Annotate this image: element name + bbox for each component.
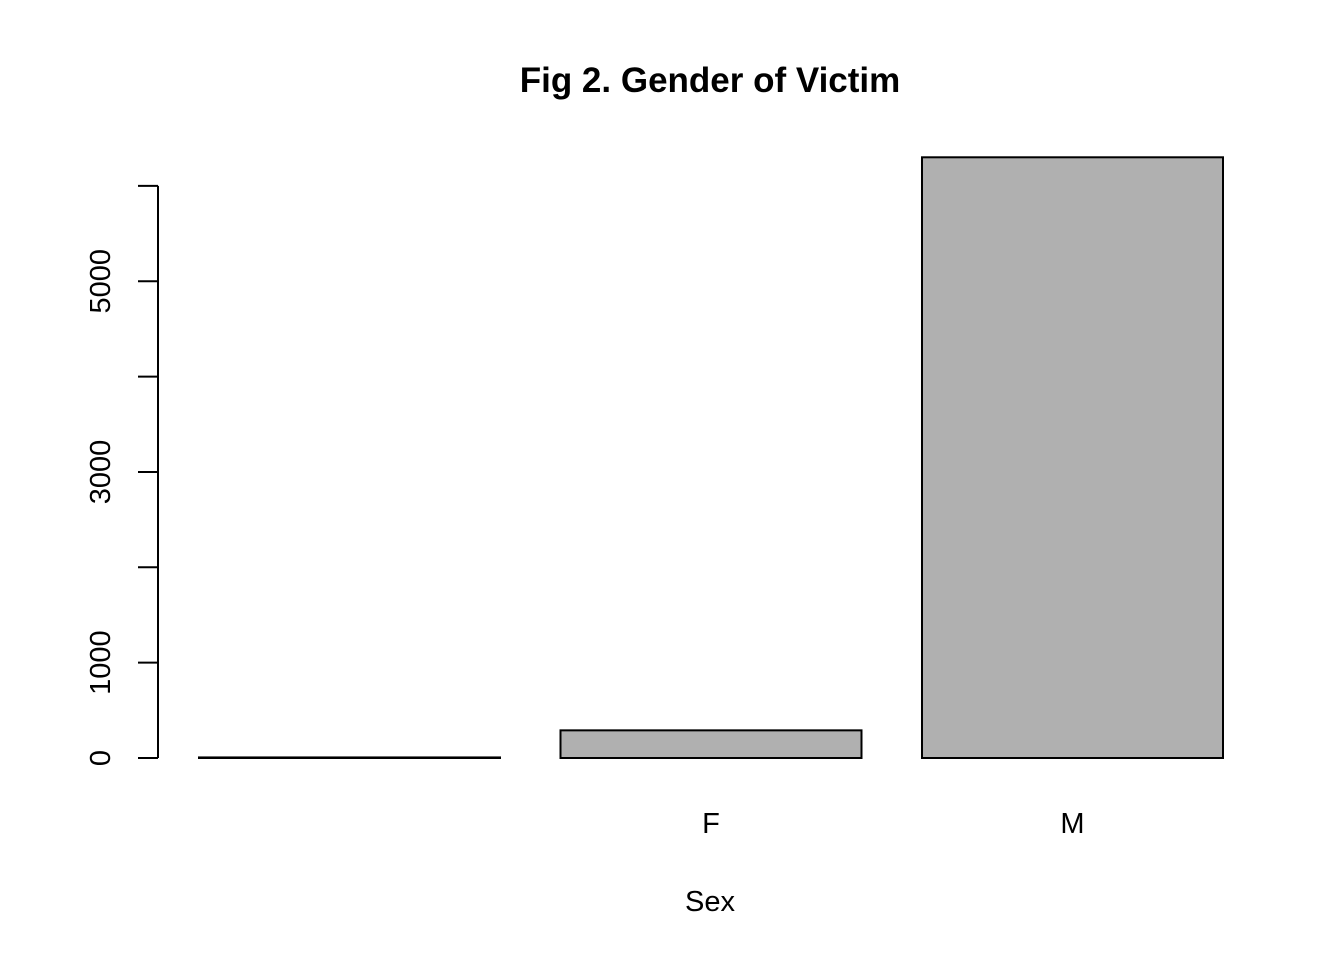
y-tick-label-1000: 1000 (85, 630, 117, 695)
y-tick-label-5000: 5000 (85, 249, 117, 314)
y-tick-label-0: 0 (85, 750, 117, 766)
bars-group (198, 156, 1224, 760)
bar-blank (198, 756, 501, 760)
bar-M (921, 156, 1224, 760)
x-axis-label: Sex (685, 886, 735, 918)
y-tick-label-3000: 3000 (85, 440, 117, 505)
x-tick-label-F: F (702, 808, 720, 840)
x-tick-label-M: M (1060, 808, 1084, 840)
y-axis: 0 1000 3000 5000 (85, 184, 159, 766)
bar-F (559, 729, 863, 760)
chart-title: Fig 2. Gender of Victim (520, 61, 901, 100)
